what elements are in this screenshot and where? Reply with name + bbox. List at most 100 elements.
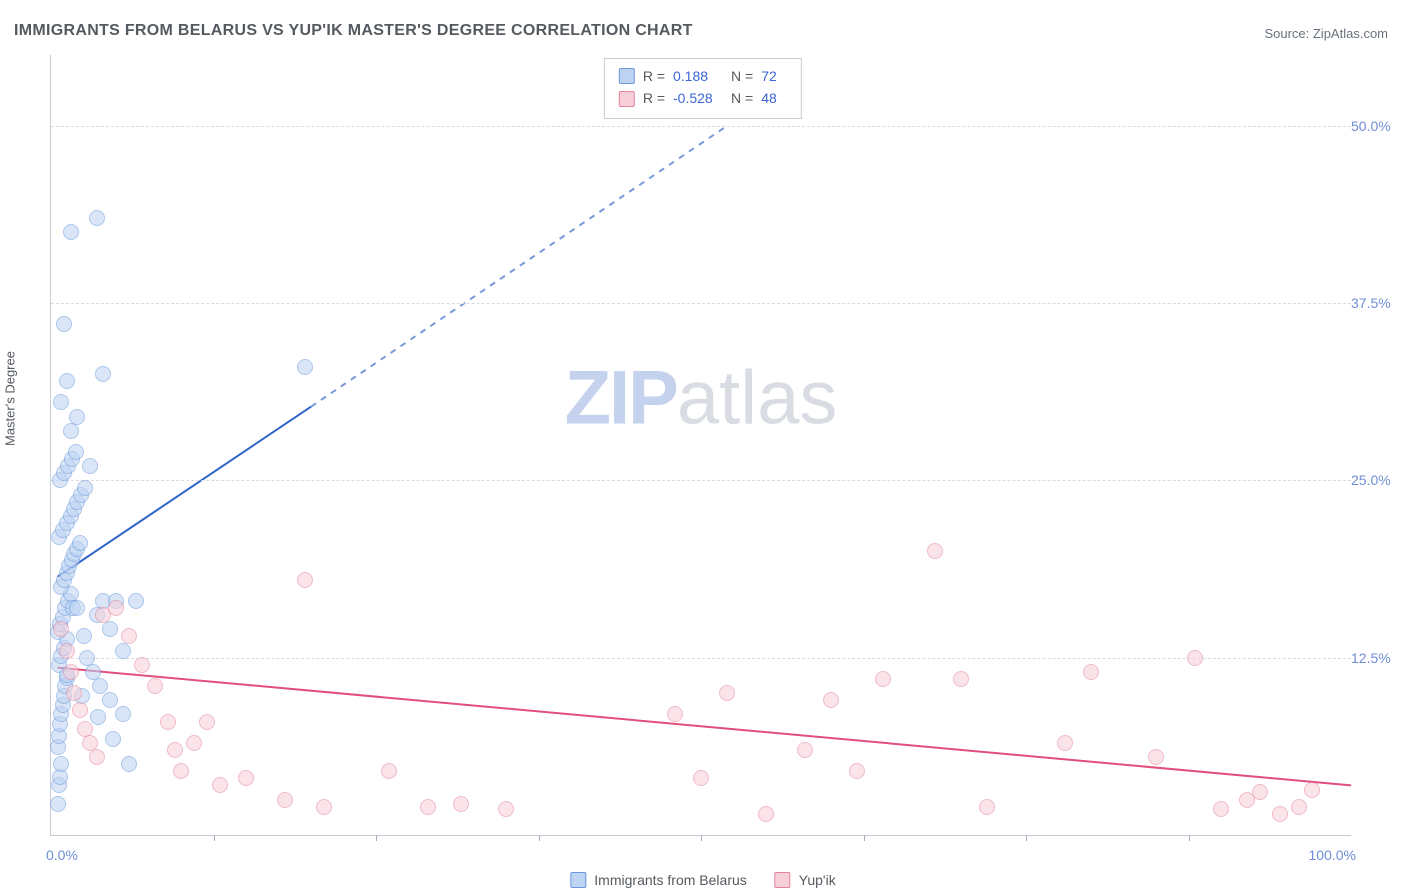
legend-n-label: N = <box>731 65 753 87</box>
scatter-point <box>115 643 131 659</box>
scatter-point <box>121 628 137 644</box>
scatter-point <box>693 770 709 786</box>
y-axis-label: Master's Degree <box>3 351 18 446</box>
scatter-point <box>979 799 995 815</box>
source-label: Source: ZipAtlas.com <box>1264 26 1388 41</box>
scatter-point <box>953 671 969 687</box>
legend-label: Immigrants from Belarus <box>594 872 746 888</box>
legend-swatch <box>619 68 635 84</box>
legend-n-label: N = <box>731 87 753 109</box>
scatter-point <box>297 359 313 375</box>
scatter-point <box>173 763 189 779</box>
legend-swatch <box>775 872 791 888</box>
legend-item: Yup'ik <box>775 872 836 888</box>
scatter-point <box>297 572 313 588</box>
regression-line-dashed <box>311 126 727 407</box>
scatter-point <box>59 643 75 659</box>
plot-area: ZIPatlas 0.0% 100.0% 12.5%25.0%37.5%50.0… <box>50 55 1351 836</box>
scatter-point <box>1213 801 1229 817</box>
scatter-point <box>453 796 469 812</box>
scatter-point <box>68 444 84 460</box>
scatter-point <box>199 714 215 730</box>
scatter-point <box>72 702 88 718</box>
x-tick-mark <box>214 835 215 841</box>
scatter-point <box>1291 799 1307 815</box>
scatter-point <box>53 621 69 637</box>
legend-swatch <box>619 91 635 107</box>
scatter-point <box>82 458 98 474</box>
scatter-point <box>1272 806 1288 822</box>
scatter-point <box>63 423 79 439</box>
scatter-point <box>95 366 111 382</box>
scatter-point <box>69 600 85 616</box>
scatter-point <box>719 685 735 701</box>
scatter-point <box>498 801 514 817</box>
scatter-point <box>66 685 82 701</box>
scatter-point <box>89 210 105 226</box>
scatter-point <box>105 731 121 747</box>
scatter-point <box>128 593 144 609</box>
legend-item: Immigrants from Belarus <box>570 872 746 888</box>
scatter-point <box>277 792 293 808</box>
stats-legend-row: R = 0.188 N = 72 <box>619 65 787 87</box>
scatter-point <box>1252 784 1268 800</box>
grid-line <box>51 480 1351 481</box>
scatter-point <box>1304 782 1320 798</box>
scatter-point <box>121 756 137 772</box>
legend-n-value: 72 <box>761 65 787 87</box>
scatter-point <box>134 657 150 673</box>
scatter-point <box>76 628 92 644</box>
stats-legend-row: R = -0.528 N = 48 <box>619 87 787 109</box>
legend-r-value: -0.528 <box>673 87 723 109</box>
x-axis-max-label: 100.0% <box>1309 847 1356 863</box>
scatter-point <box>849 763 865 779</box>
scatter-point <box>90 709 106 725</box>
legend-r-value: 0.188 <box>673 65 723 87</box>
scatter-point <box>59 373 75 389</box>
scatter-point <box>102 692 118 708</box>
scatter-point <box>212 777 228 793</box>
scatter-point <box>108 600 124 616</box>
scatter-point <box>77 480 93 496</box>
series-legend: Immigrants from Belarus Yup'ik <box>570 872 835 888</box>
scatter-point <box>1148 749 1164 765</box>
scatter-point <box>167 742 183 758</box>
regression-lines <box>51 55 1351 835</box>
scatter-point <box>63 224 79 240</box>
x-tick-mark <box>539 835 540 841</box>
grid-line <box>51 303 1351 304</box>
scatter-point <box>1083 664 1099 680</box>
x-tick-mark <box>1189 835 1190 841</box>
scatter-point <box>823 692 839 708</box>
scatter-point <box>72 535 88 551</box>
scatter-point <box>50 796 66 812</box>
y-tick-label: 12.5% <box>1351 650 1406 666</box>
scatter-point <box>1057 735 1073 751</box>
legend-label: Yup'ik <box>799 872 836 888</box>
scatter-point <box>1187 650 1203 666</box>
grid-line <box>51 658 1351 659</box>
scatter-point <box>758 806 774 822</box>
legend-r-label: R = <box>643 65 665 87</box>
scatter-point <box>381 763 397 779</box>
legend-n-value: 48 <box>761 87 787 109</box>
chart-title: IMMIGRANTS FROM BELARUS VS YUP'IK MASTER… <box>14 22 693 40</box>
scatter-point <box>316 799 332 815</box>
scatter-point <box>927 543 943 559</box>
x-tick-mark <box>376 835 377 841</box>
regression-line <box>58 668 1352 786</box>
legend-swatch <box>570 872 586 888</box>
scatter-point <box>69 409 85 425</box>
x-tick-mark <box>701 835 702 841</box>
scatter-point <box>147 678 163 694</box>
scatter-point <box>186 735 202 751</box>
x-axis-min-label: 0.0% <box>46 847 78 863</box>
scatter-point <box>102 621 118 637</box>
scatter-point <box>420 799 436 815</box>
scatter-point <box>56 316 72 332</box>
scatter-point <box>53 756 69 772</box>
scatter-point <box>53 394 69 410</box>
legend-r-label: R = <box>643 87 665 109</box>
grid-line <box>51 126 1351 127</box>
scatter-point <box>115 706 131 722</box>
